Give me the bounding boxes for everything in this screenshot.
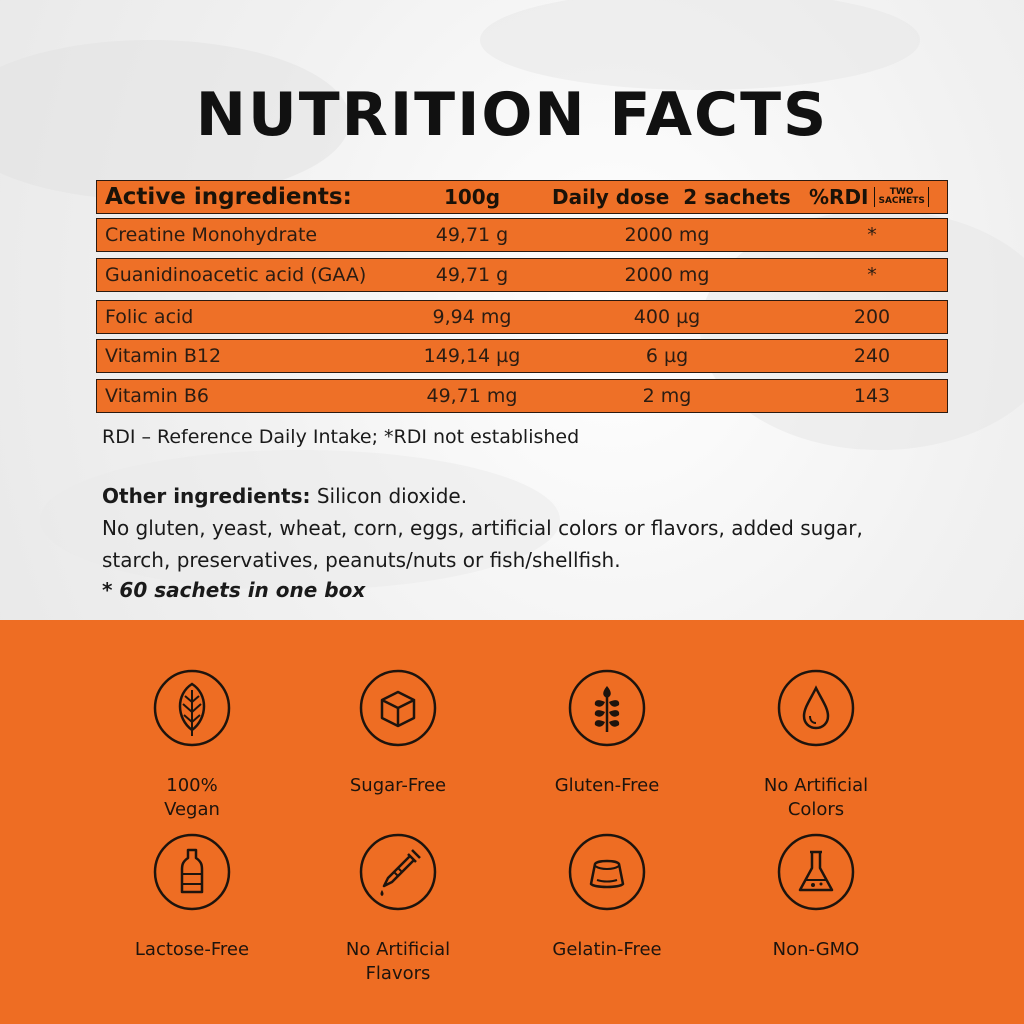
leaf-icon bbox=[153, 669, 231, 747]
other-ingredients-label: Other ingredients: bbox=[102, 484, 311, 508]
feature-label: No Artificial Colors bbox=[763, 775, 869, 820]
per-100g-value: 149,14 µg bbox=[423, 345, 521, 367]
feature-no-artificial-colors: No Artificial Colors bbox=[721, 668, 911, 822]
header-rdi-note: TWO SACHETS bbox=[874, 187, 929, 207]
ingredient-name: Creatine Monohydrate bbox=[105, 224, 318, 246]
rdi-value: 143 bbox=[853, 385, 891, 407]
table-row: Vitamin B12 149,14 µg 6 µg 240 bbox=[96, 339, 948, 373]
header-rdi-label: %RDI bbox=[809, 185, 869, 209]
rdi-value: * bbox=[867, 264, 877, 286]
rdi-value: 200 bbox=[853, 306, 891, 328]
features-section: 100% Vegan Sugar-Free Gluten-Free No Art… bbox=[0, 620, 1024, 1024]
daily-dose-value: 2 mg bbox=[642, 385, 692, 407]
per-100g-value: 49,71 g bbox=[435, 224, 509, 246]
rdi-value: * bbox=[867, 224, 877, 246]
ingredient-name: Guanidinoacetic acid (GAA) bbox=[105, 264, 367, 286]
feature-label: No Artificial Flavors bbox=[345, 939, 451, 984]
sugar-cube-icon bbox=[359, 669, 437, 747]
feature-gelatin-free: Gelatin-Free bbox=[512, 832, 702, 962]
flask-icon bbox=[777, 833, 855, 911]
feature-no-artificial-flavors: No Artificial Flavors bbox=[303, 832, 493, 986]
ingredient-name: Vitamin B12 bbox=[105, 345, 222, 367]
table-row: Vitamin B6 49,71 mg 2 mg 143 bbox=[96, 379, 948, 413]
ingredient-name: Vitamin B6 bbox=[105, 385, 209, 407]
pipette-icon bbox=[359, 833, 437, 911]
daily-dose-value: 2000 mg bbox=[624, 264, 710, 286]
wheat-icon bbox=[568, 669, 646, 747]
daily-dose-value: 400 µg bbox=[633, 306, 701, 328]
rdi-footnote: RDI – Reference Daily Intake; *RDI not e… bbox=[102, 426, 580, 448]
per-100g-value: 9,94 mg bbox=[432, 306, 512, 328]
feature-lactose-free: Lactose-Free bbox=[97, 832, 287, 962]
feature-label: Sugar-Free bbox=[349, 775, 447, 796]
feature-vegan: 100% Vegan bbox=[97, 668, 287, 822]
feature-label: Gelatin-Free bbox=[552, 939, 662, 960]
drop-icon bbox=[777, 669, 855, 747]
feature-label: Gluten-Free bbox=[554, 775, 660, 796]
feature-gluten-free: Gluten-Free bbox=[512, 668, 702, 798]
table-header: Active ingredients: 100g Daily dose 2 sa… bbox=[96, 180, 948, 214]
header-daily-dose: Daily dose 2 sachets bbox=[552, 185, 791, 209]
exclusions-line-1: No gluten, yeast, wheat, corn, eggs, art… bbox=[102, 516, 863, 540]
box-count-note: * 60 sachets in one box bbox=[102, 578, 366, 602]
daily-dose-value: 2000 mg bbox=[624, 224, 710, 246]
per-100g-value: 49,71 g bbox=[435, 264, 509, 286]
feature-non-gmo: Non-GMO bbox=[721, 832, 911, 962]
exclusions-line-2: starch, preservatives, peanuts/nuts or f… bbox=[102, 548, 621, 572]
table-row: Guanidinoacetic acid (GAA) 49,71 g 2000 … bbox=[96, 258, 948, 292]
per-100g-value: 49,71 mg bbox=[426, 385, 518, 407]
header-rdi: %RDI TWO SACHETS bbox=[809, 181, 929, 213]
rdi-note-line2: SACHETS bbox=[878, 196, 925, 206]
page-title: NUTRITION FACTS bbox=[195, 80, 829, 150]
other-ingredients-value: Silicon dioxide. bbox=[310, 484, 468, 508]
feature-label: Lactose-Free bbox=[134, 939, 250, 960]
milk-bottle-icon bbox=[153, 833, 231, 911]
header-ingredient: Active ingredients: bbox=[105, 184, 352, 210]
other-ingredients: Other ingredients: Silicon dioxide. No g… bbox=[102, 480, 982, 576]
header-100g: 100g bbox=[443, 185, 501, 209]
daily-dose-value: 6 µg bbox=[645, 345, 689, 367]
gelatin-icon bbox=[568, 833, 646, 911]
rdi-note-line1: TWO bbox=[889, 187, 914, 197]
table-row: Creatine Monohydrate 49,71 g 2000 mg * bbox=[96, 218, 948, 252]
feature-label: Non-GMO bbox=[772, 939, 860, 960]
ingredient-name: Folic acid bbox=[105, 306, 194, 328]
rdi-value: 240 bbox=[853, 345, 891, 367]
feature-label: 100% Vegan bbox=[164, 775, 220, 820]
table-row: Folic acid 9,94 mg 400 µg 200 bbox=[96, 300, 948, 334]
feature-sugar-free: Sugar-Free bbox=[303, 668, 493, 798]
